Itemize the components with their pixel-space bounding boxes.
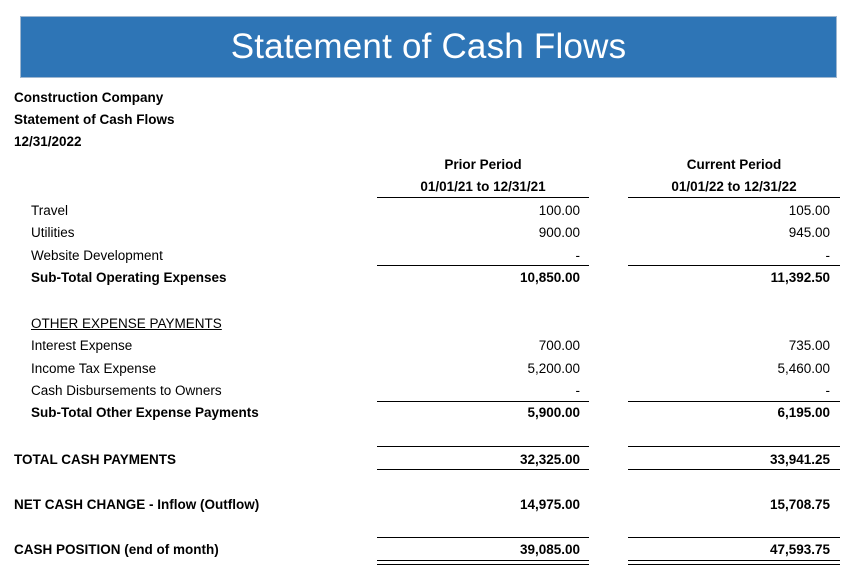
row-label: Cash Disbursements to Owners bbox=[31, 383, 222, 398]
double-underline bbox=[377, 564, 589, 565]
double-underline bbox=[377, 560, 589, 561]
row-label: Sub-Total Operating Expenses bbox=[31, 270, 227, 285]
current-period-range: 01/01/22 to 12/31/22 bbox=[671, 179, 797, 194]
divider bbox=[628, 265, 840, 266]
divider bbox=[628, 469, 840, 470]
divider bbox=[377, 469, 589, 470]
divider bbox=[377, 197, 589, 198]
banner-title: Statement of Cash Flows bbox=[230, 27, 627, 66]
double-underline bbox=[628, 564, 840, 565]
divider bbox=[377, 265, 589, 266]
current-value: 5,460.00 bbox=[777, 361, 830, 376]
row-label: Income Tax Expense bbox=[31, 361, 157, 376]
section-heading: OTHER EXPENSE PAYMENTS bbox=[31, 316, 222, 331]
prior-value: 10,850.00 bbox=[519, 270, 580, 285]
prior-value: 32,325.00 bbox=[519, 452, 580, 467]
row-label: Utilities bbox=[31, 225, 75, 240]
prior-value: - bbox=[575, 383, 581, 398]
prior-value: 100.00 bbox=[538, 203, 580, 218]
row-label: TOTAL CASH PAYMENTS bbox=[14, 452, 177, 467]
divider bbox=[377, 401, 589, 402]
prior-period-title: Prior Period bbox=[444, 157, 522, 172]
current-value: 945.00 bbox=[788, 225, 830, 240]
row-label: Travel bbox=[31, 203, 69, 218]
row-label: CASH POSITION (end of month) bbox=[14, 542, 219, 557]
row-label: Sub-Total Other Expense Payments bbox=[31, 405, 259, 420]
prior-value: 5,900.00 bbox=[527, 405, 580, 420]
current-value: 33,941.25 bbox=[769, 452, 830, 467]
current-period-title: Current Period bbox=[686, 157, 782, 172]
prior-value: 5,200.00 bbox=[527, 361, 580, 376]
statement-name: Statement of Cash Flows bbox=[14, 112, 175, 127]
row-label: Interest Expense bbox=[31, 338, 133, 353]
title-banner: Statement of Cash Flows bbox=[20, 16, 837, 78]
current-value: 15,708.75 bbox=[769, 497, 830, 512]
prior-value: - bbox=[575, 248, 581, 263]
current-value: 11,392.50 bbox=[770, 270, 830, 285]
current-value: - bbox=[825, 248, 831, 263]
row-label: Website Development bbox=[31, 248, 163, 263]
double-underline bbox=[628, 560, 840, 561]
divider bbox=[628, 197, 840, 198]
divider bbox=[628, 537, 840, 538]
prior-value: 14,975.00 bbox=[519, 497, 580, 512]
statement-date: 12/31/2022 bbox=[14, 134, 82, 149]
prior-value: 39,085.00 bbox=[519, 542, 580, 557]
current-value: 105.00 bbox=[788, 203, 830, 218]
current-value: 47,593.75 bbox=[769, 542, 830, 557]
current-value: - bbox=[825, 383, 831, 398]
prior-value: 900.00 bbox=[538, 225, 580, 240]
prior-value: 700.00 bbox=[538, 338, 580, 353]
current-value: 6,195.00 bbox=[777, 405, 830, 420]
company-name: Construction Company bbox=[14, 90, 164, 105]
current-value: 735.00 bbox=[788, 338, 830, 353]
prior-period-range: 01/01/21 to 12/31/21 bbox=[420, 179, 546, 194]
row-label: NET CASH CHANGE - Inflow (Outflow) bbox=[14, 497, 260, 512]
divider bbox=[377, 446, 589, 447]
divider bbox=[628, 446, 840, 447]
divider bbox=[628, 401, 840, 402]
divider bbox=[377, 537, 589, 538]
